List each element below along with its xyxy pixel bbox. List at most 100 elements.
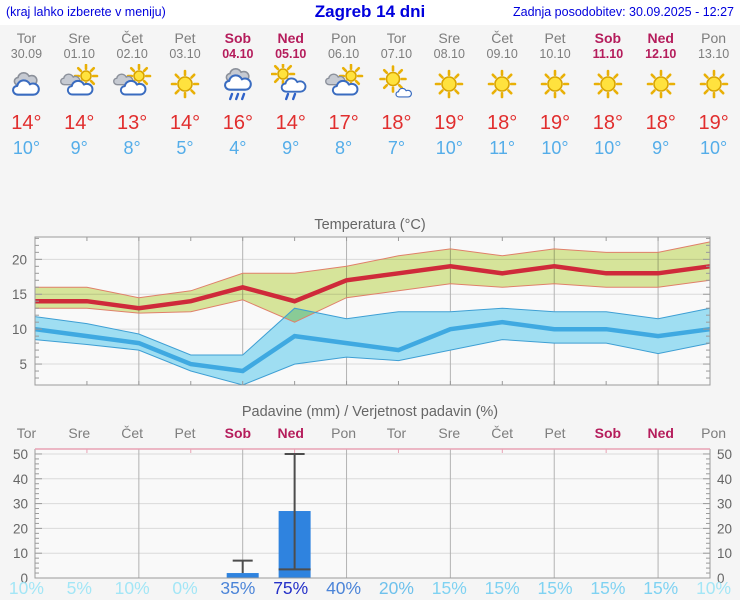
precip-day-label: Sob — [594, 425, 622, 441]
day-name: Tor — [16, 30, 37, 46]
day-date: 09.10 — [486, 47, 518, 61]
high-temp: 14° — [169, 112, 201, 134]
sunny-icon — [699, 69, 728, 99]
sunny-icon — [540, 69, 570, 99]
low-temp: 11° — [489, 138, 516, 158]
cloudy-icon — [12, 72, 41, 96]
precip-probability: 10% — [696, 578, 732, 598]
high-temp: 18° — [487, 112, 518, 134]
mostly-sunny-icon — [379, 65, 413, 98]
low-temp: 9° — [70, 138, 88, 158]
y-axis-label: 5 — [19, 357, 27, 372]
day-name: Pon — [331, 30, 357, 46]
weather-icon — [370, 62, 423, 108]
weather-icon — [264, 62, 317, 108]
weather-icon — [317, 62, 370, 108]
low-temp: 9° — [652, 138, 670, 158]
precip-day-label: Pet — [544, 425, 566, 441]
day-column: Pon 13.10 19° 10° — [687, 30, 740, 160]
day-column: Pon 06.10 17° 8° — [317, 30, 370, 160]
weather-icon — [687, 62, 740, 108]
precip-day-label: Pon — [701, 425, 727, 441]
day-name: Čet — [121, 30, 144, 46]
precip-day-label: Ned — [277, 425, 304, 441]
sunny-icon — [170, 69, 200, 99]
y-axis-label-left: 10 — [13, 546, 28, 561]
y-axis-label-left: 40 — [13, 472, 28, 487]
plot-frame — [34, 236, 711, 386]
day-date: 03.10 — [169, 47, 201, 61]
y-axis-label-right: 0 — [717, 571, 725, 584]
day-column: Sre 01.10 14° 9° — [53, 30, 106, 160]
high-temp: 19° — [698, 112, 729, 134]
page-title: Zagreb 14 dni — [314, 2, 426, 21]
low-temp: 7° — [387, 138, 406, 158]
precip-day-label: Sob — [224, 425, 252, 441]
day-column: Sre 08.10 19° 10° — [423, 30, 476, 160]
temperature-chart: 5 10 15 20 — [12, 236, 711, 386]
low-temp: 5° — [176, 138, 194, 158]
precip-probability: 15% — [590, 578, 626, 598]
precip-day-label: Tor — [16, 425, 37, 441]
precip-probability: 5% — [66, 578, 92, 598]
precip-day-label: Pon — [331, 425, 357, 441]
low-temp: 4° — [229, 138, 247, 158]
rain-icon — [223, 68, 252, 101]
weather-icon — [106, 62, 159, 108]
high-temp: 13° — [117, 112, 148, 134]
high-temp: 19° — [539, 112, 571, 134]
sunny-icon — [487, 69, 517, 99]
day-date: 11.10 — [592, 47, 624, 61]
day-date: 30.09 — [10, 47, 43, 61]
y-axis-label: 10 — [12, 322, 27, 337]
precip-day-label: Ned — [647, 425, 674, 441]
day-column: Tor 07.10 18° 7° — [370, 30, 423, 160]
precip-probability: 10% — [8, 578, 44, 598]
day-date: 01.10 — [63, 47, 95, 61]
weather-icon — [159, 62, 212, 108]
low-temp: 10° — [541, 138, 569, 158]
precip-day-label: Tor — [386, 425, 407, 441]
weather-icon — [211, 62, 264, 108]
precip-plot-bg — [35, 449, 710, 578]
forecast-strip: Tor 30.09 14° 10° Sre 01.10 14° 9° Čet 02.10 13°… — [0, 30, 740, 160]
high-temp: 16° — [222, 112, 253, 134]
high-temp: 18° — [381, 112, 412, 134]
low-temp: 10° — [12, 138, 41, 158]
precip-probability: 15% — [643, 578, 679, 598]
y-axis-label-left: 30 — [13, 497, 28, 512]
low-temp: 9° — [282, 138, 300, 158]
partly-cloudy-icon — [324, 64, 363, 96]
header: (kraj lahko izberete v meniju) Zagreb 14… — [0, 0, 740, 25]
partly-cloudy-icon — [113, 64, 152, 96]
y-axis-label-right: 30 — [717, 497, 732, 512]
y-axis-label-left: 50 — [13, 447, 28, 462]
day-name: Tor — [386, 30, 407, 46]
precip-probability: 10% — [114, 578, 150, 598]
partly-cloudy-icon — [60, 64, 99, 96]
precip-day-label: Čet — [121, 425, 144, 441]
precipitation-chart-title: Padavine (mm) / Verjetnost padavin (%) — [241, 404, 499, 420]
precip-probability: 75% — [273, 578, 309, 598]
day-date: 05.10 — [275, 47, 307, 61]
day-name: Ned — [277, 30, 304, 46]
low-temp: 8° — [334, 138, 353, 158]
high-temp: 14° — [11, 112, 42, 134]
max-band-edge — [35, 241, 711, 299]
high-temp: 14° — [275, 112, 306, 134]
precip-day-label: Sre — [68, 425, 91, 441]
max-temp-band — [35, 241, 710, 323]
day-date: 12.10 — [645, 47, 677, 61]
weather-icon — [581, 62, 634, 108]
low-temp: 10° — [594, 138, 622, 158]
weather-icon — [53, 62, 106, 108]
day-column: Čet 09.10 18° 11° — [476, 30, 529, 160]
y-axis-label-right: 20 — [717, 521, 732, 536]
min-band-edge — [34, 307, 711, 356]
precip-probability: 40% — [326, 578, 362, 598]
day-date: 13.10 — [697, 47, 730, 61]
y-axis-label-right: 10 — [717, 546, 732, 561]
day-name: Pon — [701, 30, 727, 46]
y-axis-label: 20 — [12, 252, 27, 267]
